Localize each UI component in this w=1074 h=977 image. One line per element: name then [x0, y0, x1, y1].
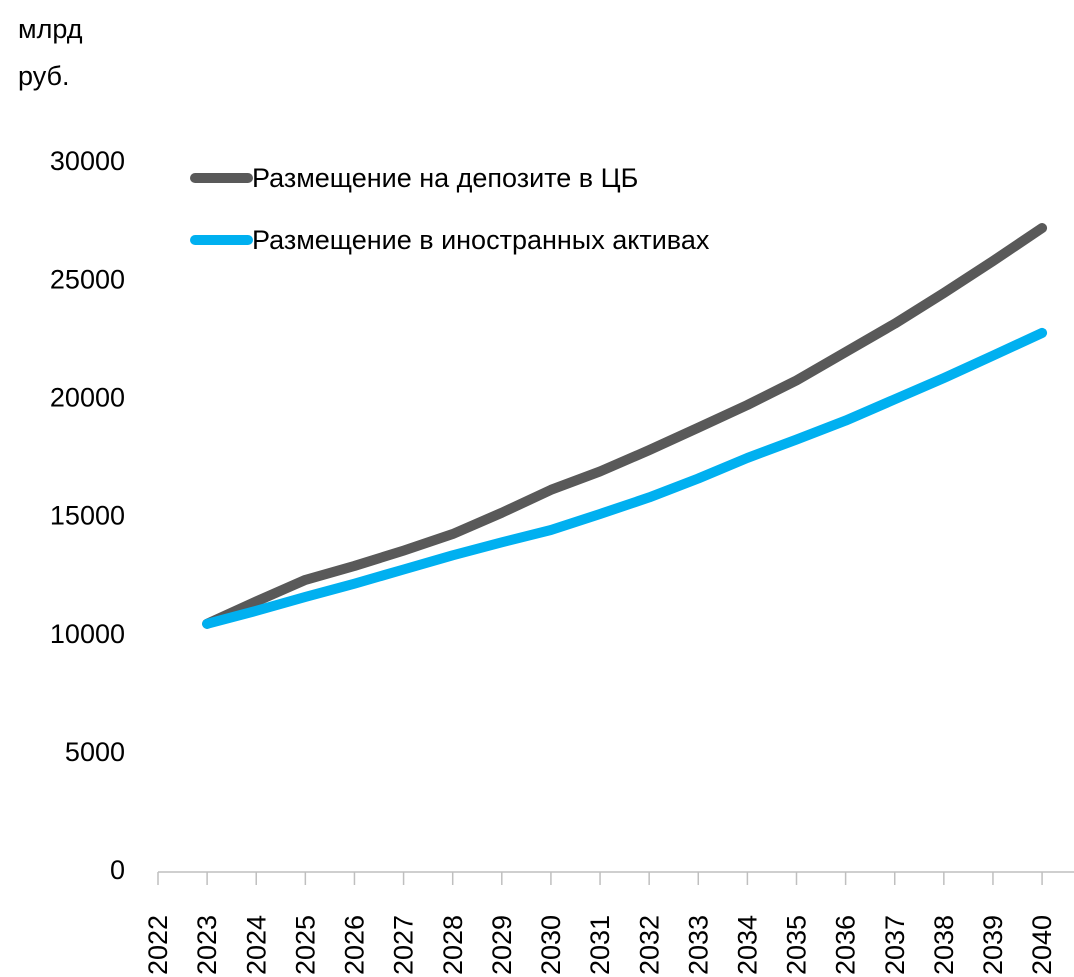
series-line — [202, 222, 1048, 629]
series-line — [202, 327, 1048, 629]
x-tick-label: 2037 — [880, 915, 910, 975]
y-tick-label: 0 — [110, 855, 125, 885]
x-tick-label: 2030 — [536, 915, 566, 975]
x-tick-label: 2027 — [389, 915, 419, 975]
x-tick-label: 2028 — [438, 915, 468, 975]
x-tick-label: 2023 — [192, 915, 222, 975]
legend-label: Размещение на депозите в ЦБ — [252, 163, 638, 193]
x-tick-label: 2034 — [733, 915, 763, 975]
y-axis-label: млрд руб. — [18, 14, 83, 91]
x-tick-label: 2031 — [585, 915, 615, 975]
x-tick-label: 2040 — [1027, 915, 1057, 975]
x-tick-label: 2038 — [929, 915, 959, 975]
y-tick-label: 20000 — [50, 382, 125, 412]
x-tick-label: 2039 — [978, 915, 1008, 975]
y-tick-label: 25000 — [50, 264, 125, 294]
x-tick-label: 2029 — [487, 915, 517, 975]
x-tick-label: 2033 — [683, 915, 713, 975]
x-tick-label: 2026 — [340, 915, 370, 975]
x-tick-label: 2036 — [831, 915, 861, 975]
legend-label: Размещение в иностранных активах — [252, 225, 710, 255]
x-tick-label: 2022 — [143, 915, 173, 975]
y-tick-label: 10000 — [50, 619, 125, 649]
x-tick-label: 2025 — [290, 915, 320, 975]
x-tick-label: 2035 — [782, 915, 812, 975]
x-tick-label: 2032 — [634, 915, 664, 975]
x-tick-label: 2024 — [241, 915, 271, 975]
y-tick-label: 5000 — [65, 737, 125, 767]
y-tick-label: 15000 — [50, 501, 125, 531]
y-tick-label: 30000 — [50, 146, 125, 176]
